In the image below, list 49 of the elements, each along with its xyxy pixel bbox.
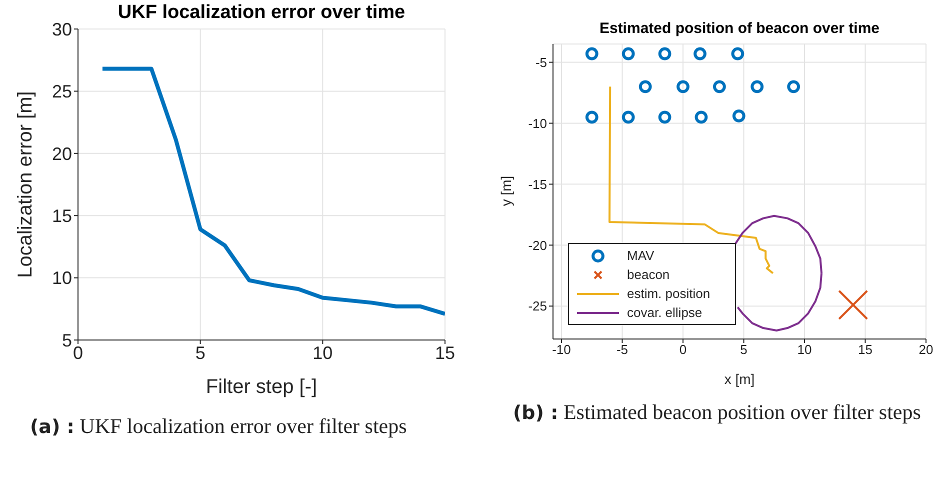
legend-label: estim. position [627, 286, 710, 301]
point [638, 80, 652, 94]
x-tick-label: 15 [434, 342, 456, 363]
y-tick-label: 10 [52, 268, 72, 288]
y-axis-title: Localization error [m] [14, 90, 38, 280]
y-axis-title: y [m] [498, 174, 514, 208]
legend-label: MAV [627, 248, 654, 263]
y-tick-label: -15 [528, 176, 547, 192]
point [658, 110, 672, 124]
text: (b) : Estimated beacon position over filter steps [513, 399, 922, 426]
point [750, 80, 764, 94]
point [787, 80, 800, 94]
chart-title: UKF localization error over time [116, 2, 406, 24]
x-tick-label: 10 [797, 342, 812, 358]
y-tick-label: 25 [52, 82, 72, 102]
legend-label: covar. ellipse [627, 305, 702, 320]
point [732, 109, 746, 122]
x-axis-title: Filter step [-] [204, 376, 318, 399]
point [622, 47, 635, 60]
x-tick-label: 15 [858, 342, 872, 358]
y-tick-label: -25 [528, 298, 547, 314]
point [694, 110, 708, 124]
y-tick-label: -10 [528, 116, 547, 131]
y-tick-label: 30 [52, 19, 72, 40]
y-tick-label: 20 [52, 144, 72, 164]
y-tick-label: 15 [52, 206, 72, 226]
x-axis-title: x [m] [723, 370, 756, 387]
y-tick-label: -5 [535, 54, 547, 70]
point [713, 80, 726, 94]
point [694, 47, 706, 60]
x-tick-label: 0 [679, 342, 687, 358]
y-tick-label: -20 [528, 238, 547, 253]
x-tick-label: 5 [195, 342, 206, 363]
line-series [100, 66, 445, 316]
legend-label: beacon [627, 267, 670, 282]
x-tick-label: -5 [616, 342, 628, 358]
x-tick-label: -10 [552, 342, 571, 358]
text: (a) : UKF localization error over filter steps [30, 413, 408, 440]
x-tick-label: 20 [918, 342, 934, 358]
x-tick-label: 10 [312, 342, 333, 363]
point [585, 110, 598, 124]
point [676, 80, 690, 94]
x-tick-label: 5 [740, 342, 748, 358]
point [731, 47, 744, 60]
chart-title: Estimated position of beacon over time [598, 20, 881, 37]
x-tick-label: 0 [72, 342, 84, 363]
point [622, 110, 635, 124]
point [658, 47, 672, 60]
point [585, 47, 598, 60]
